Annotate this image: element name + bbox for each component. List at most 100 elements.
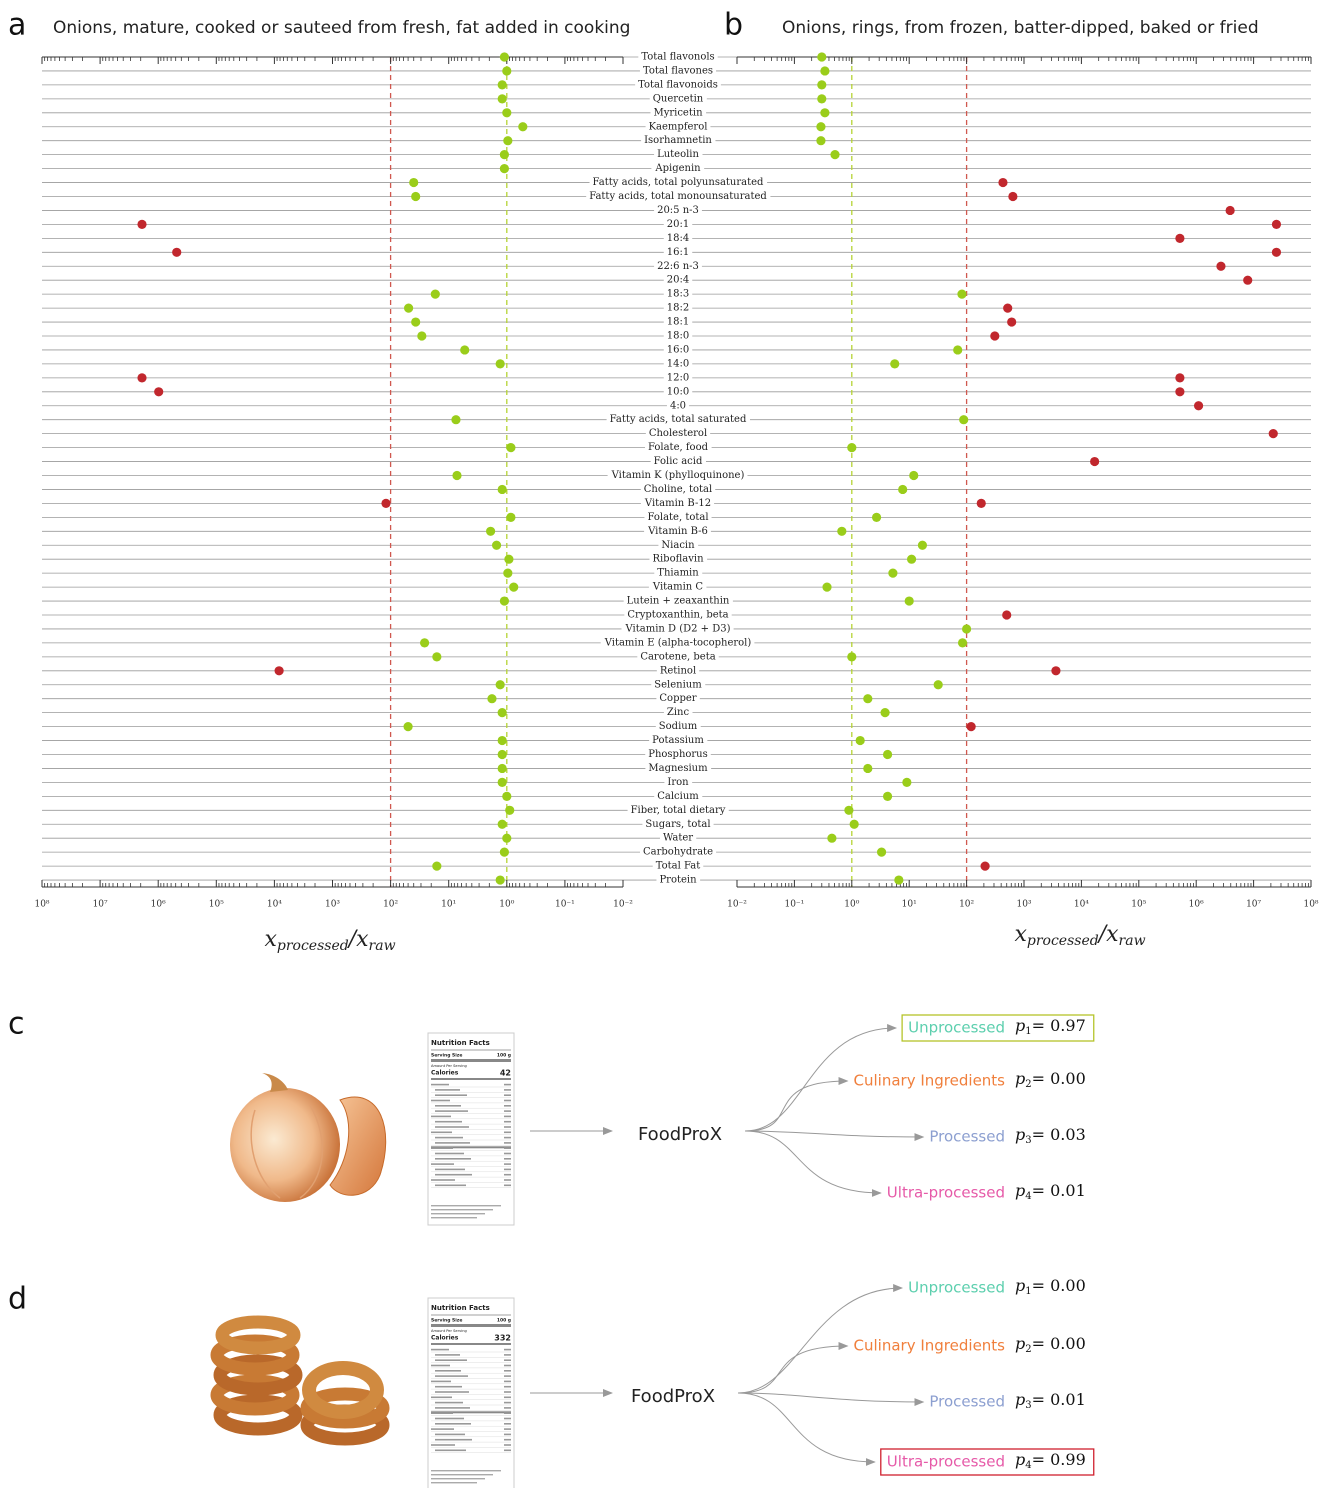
label-row-text (504, 1412, 511, 1414)
label-row-text (504, 1121, 511, 1123)
class-probability: p1= 0.97 (1015, 1016, 1086, 1037)
label-row-text (435, 1094, 467, 1096)
label-text: 332 (494, 1334, 511, 1343)
data-point (1002, 610, 1011, 619)
label-row-text (431, 1428, 454, 1430)
data-point (1226, 206, 1235, 215)
model-name: FoodProX (638, 1124, 722, 1145)
panel-title: Onions, rings, from frozen, batter-dippe… (782, 18, 1259, 38)
class-name: Culinary Ingredients (854, 1072, 1006, 1090)
data-point (1175, 234, 1184, 243)
x-tick-label: 10⁸ (1303, 900, 1318, 910)
row-label: Retinol (660, 665, 696, 676)
prob-value: = 0.00 (1032, 1334, 1086, 1353)
data-point (509, 583, 518, 592)
data-point (837, 527, 846, 536)
data-point (411, 317, 420, 326)
label-row-text (435, 1185, 466, 1187)
row-label: Choline, total (644, 484, 712, 495)
row-label: 16:1 (667, 247, 689, 258)
class-name: Processed (929, 1128, 1005, 1146)
prob-value: = 0.00 (1032, 1276, 1086, 1295)
x-tick-label: 10⁻¹ (555, 900, 575, 910)
label-row-text (504, 1354, 511, 1356)
label-row-text (431, 1397, 452, 1399)
row-label: Water (663, 833, 693, 844)
data-point (498, 485, 507, 494)
data-point (409, 178, 418, 187)
label-footnote (431, 1213, 485, 1214)
label-row-text (435, 1359, 467, 1361)
row-label: 18:2 (667, 303, 689, 314)
model-name: FoodProX (631, 1386, 715, 1407)
label-footnote (431, 1470, 501, 1471)
data-point (1272, 220, 1281, 229)
arrow (738, 1393, 875, 1462)
data-point (500, 164, 509, 173)
row-labels: Total flavonolsTotal flavonesTotal flavo… (586, 52, 770, 886)
label-text: Amount Per Serving (431, 1064, 467, 1068)
class-probability: p1= 0.00 (1015, 1276, 1086, 1297)
row-label: Riboflavin (652, 554, 704, 565)
x-tick-label: 10⁷ (1246, 900, 1261, 910)
row-label: Folate, food (648, 442, 709, 453)
data-point (496, 875, 505, 884)
label-row-text (504, 1110, 511, 1112)
label-row-text (504, 1444, 511, 1446)
label-row-text (504, 1089, 511, 1091)
data-point (381, 499, 390, 508)
row-label: Potassium (652, 735, 704, 746)
x-tick-label: 10¹ (902, 900, 917, 910)
label-row-text (435, 1391, 469, 1393)
data-point (898, 485, 907, 494)
row-label: Kaempferol (649, 121, 708, 132)
x-tick-label: 10⁵ (1131, 900, 1146, 910)
data-point (1216, 262, 1225, 271)
row-label: Magnesium (648, 763, 708, 774)
label-text: 42 (500, 1069, 511, 1078)
row-label: 10:0 (667, 386, 689, 397)
data-point (844, 806, 853, 815)
x-label-sub: processed (277, 938, 349, 954)
row-label: Quercetin (653, 93, 704, 104)
data-point (816, 136, 825, 145)
label-row-text (435, 1407, 470, 1409)
prob-symbol: p (1015, 1276, 1025, 1295)
row-label: Fatty acids, total monounsaturated (589, 191, 767, 202)
data-point (498, 708, 507, 717)
row-label: 18:1 (667, 317, 689, 328)
panel-letter: c (8, 1007, 25, 1042)
data-point (506, 513, 515, 522)
prob-symbol: p (1015, 1450, 1025, 1469)
label-footnote (431, 1482, 477, 1483)
data-point (817, 80, 826, 89)
data-point (137, 373, 146, 382)
data-point (894, 875, 903, 884)
label-bar (431, 1059, 511, 1062)
label-row-text (504, 1349, 511, 1351)
label-row-text (504, 1434, 511, 1436)
row-label: 18:4 (667, 233, 689, 244)
data-point (883, 792, 892, 801)
class-probability: p2= 0.00 (1015, 1069, 1086, 1090)
label-row-text (435, 1142, 470, 1144)
label-row-text (504, 1132, 511, 1134)
label-text: 100 g (497, 1053, 511, 1059)
data-point (500, 848, 509, 857)
x-tick-label: 10³ (1016, 900, 1031, 910)
row-label: Calcium (657, 791, 699, 802)
data-point (856, 736, 865, 745)
label-row-text (435, 1370, 461, 1372)
label-row-text (435, 1439, 472, 1441)
row-label: Fatty acids, total polyunsaturated (593, 177, 765, 188)
x-tick-label: 10⁷ (93, 900, 108, 910)
data-point (502, 792, 511, 801)
row-label: 18:3 (667, 289, 689, 300)
label-row-text (435, 1110, 468, 1112)
label-row-text (435, 1418, 464, 1420)
data-point (905, 596, 914, 605)
data-point (1269, 429, 1278, 438)
label-row-text (435, 1153, 464, 1155)
data-point (817, 52, 826, 61)
label-row-text (431, 1147, 453, 1149)
